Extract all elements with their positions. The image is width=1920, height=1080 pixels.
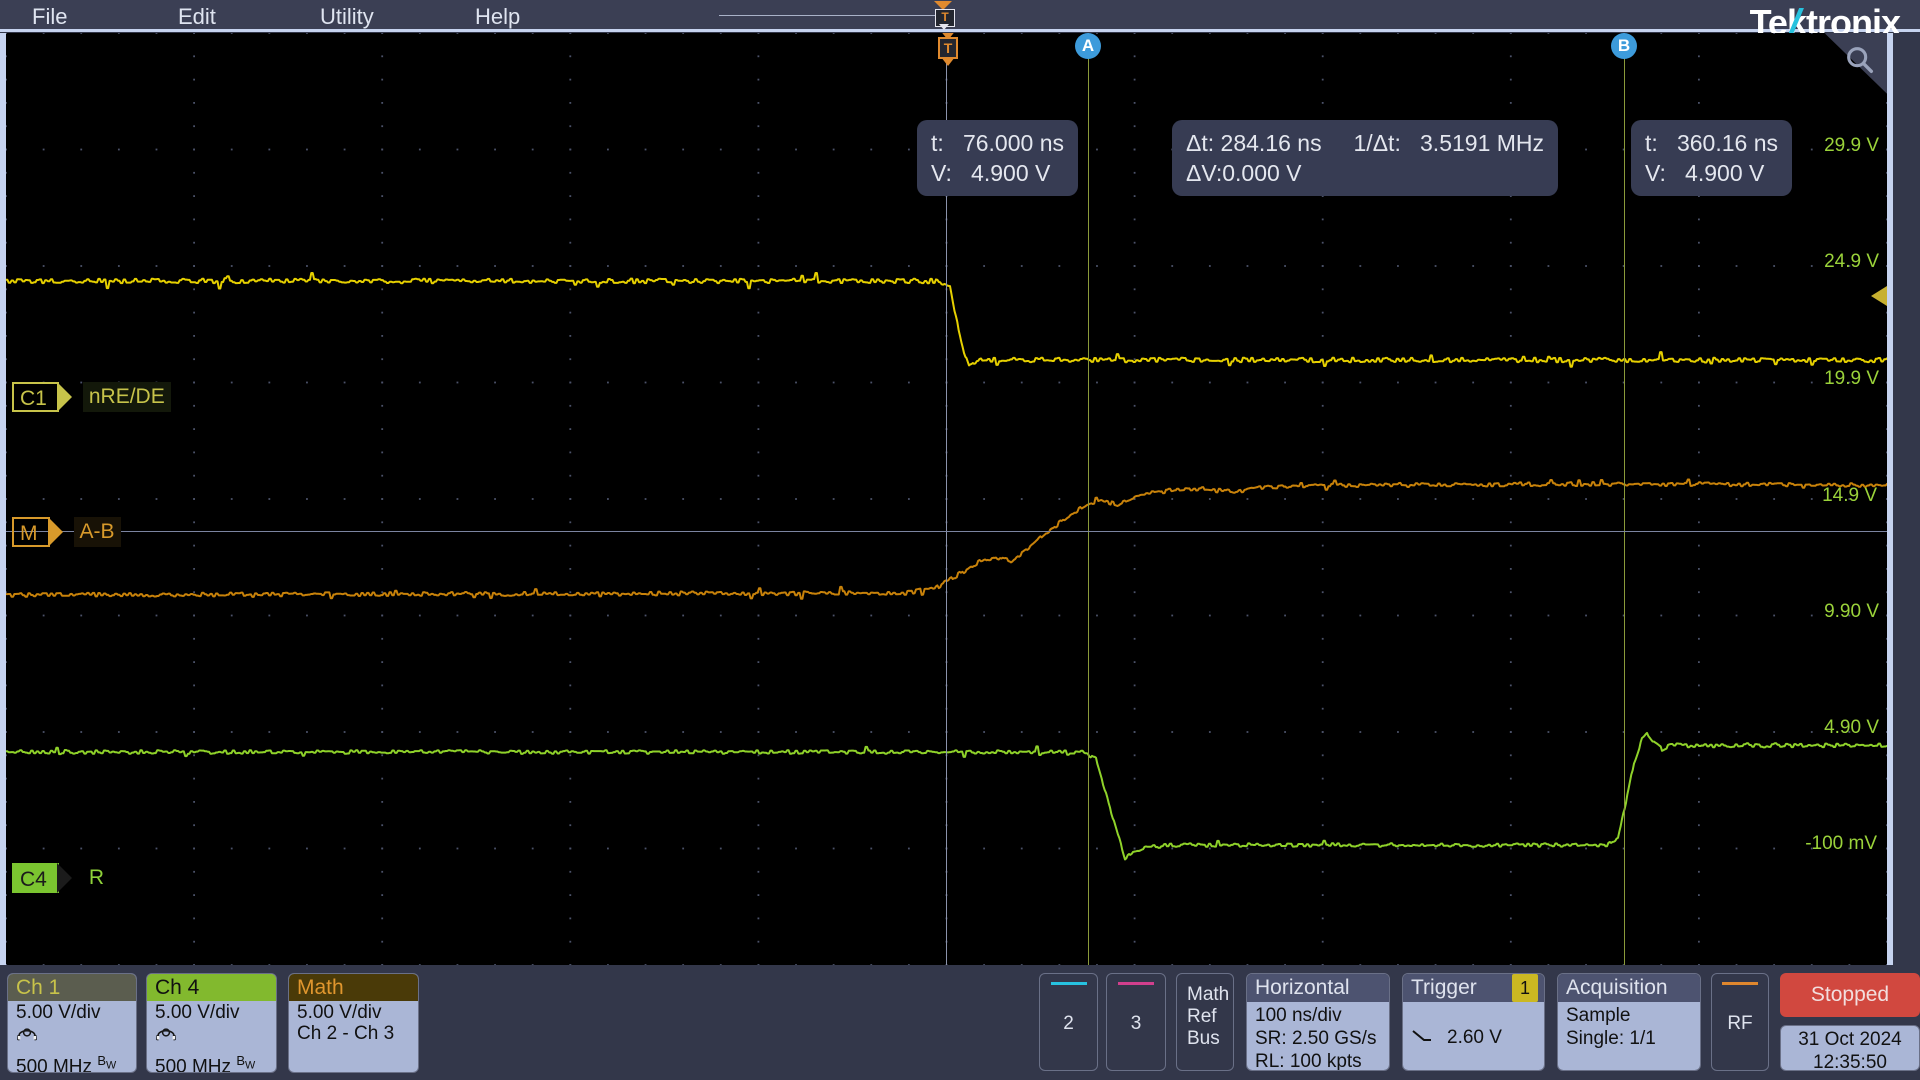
svg-text:T: T: [944, 40, 953, 56]
